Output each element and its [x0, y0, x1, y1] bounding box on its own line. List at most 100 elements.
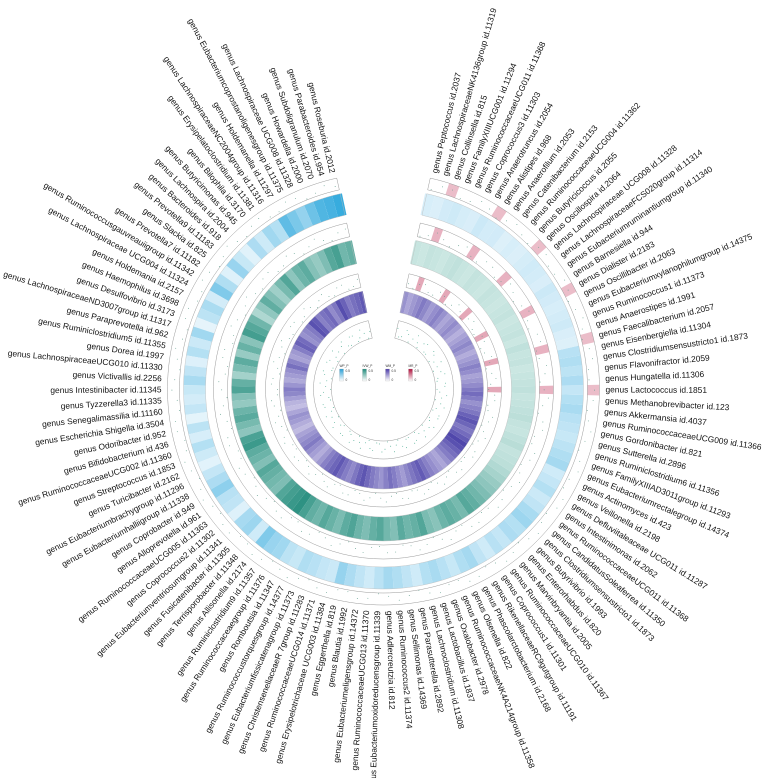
scatter-point: [375, 492, 377, 494]
cell-purple_track-13: [304, 323, 325, 341]
scatter-point: [201, 291, 203, 293]
cell-purple_track-63: [398, 464, 409, 488]
scatter-point: [472, 456, 474, 458]
scatter-point: [309, 307, 311, 308]
scatter-point: [425, 436, 426, 438]
legend-title: WP_P: [340, 364, 349, 368]
scatter-point: [575, 309, 577, 310]
scatter-point: [581, 339, 583, 341]
cell-red_track-77: [522, 493, 546, 515]
scatter-point: [340, 346, 342, 347]
cell-teal_track-81: [497, 442, 522, 459]
cell-red_track-71: [483, 531, 504, 555]
cell-teal_track-98: [500, 327, 526, 344]
hotspot-cell-2-105: [458, 307, 473, 321]
hotspot-cell-1-110: [466, 244, 481, 261]
cell-red_track-52: [315, 556, 332, 581]
cell-purple_track-101: [449, 335, 471, 351]
scatter-point: [174, 420, 176, 422]
scatter-point: [284, 442, 286, 444]
scatter-point: [190, 470, 192, 472]
scatter-point: [416, 489, 418, 491]
cell-purple_track-2: [348, 293, 360, 316]
scatter-point: [377, 593, 379, 595]
scatter-point: [387, 441, 388, 443]
cell-red_track-68: [460, 545, 479, 570]
cell-purple_track-14: [301, 327, 323, 344]
cell-purple_track-112: [417, 299, 433, 321]
cell-teal_track-90: [511, 386, 536, 394]
scatter-point: [440, 371, 442, 373]
hotspot-cell-0-90: [587, 384, 600, 396]
cell-purple_track-1: [353, 292, 364, 315]
cell-red_track-103: [523, 265, 547, 287]
scatter-point: [423, 351, 425, 353]
scatter-point: [368, 337, 370, 339]
cell-red_track-0: [332, 193, 347, 217]
scatter-point: [534, 453, 536, 454]
cell-red_track-1: [322, 195, 338, 220]
cell-purple_track-93: [460, 372, 483, 380]
scatter-point: [323, 185, 325, 187]
cell-red_track-36: [201, 462, 226, 481]
scatter-point: [528, 328, 530, 330]
scatter-point: [428, 489, 430, 491]
scatter-point: [519, 482, 521, 483]
scatter-point: [406, 329, 408, 331]
cell-red_track-104: [517, 257, 541, 280]
cell-purple_track-67: [413, 459, 427, 482]
cell-purple_track-24: [284, 372, 307, 380]
cell-teal_track-89: [511, 392, 536, 402]
scatter-point: [358, 435, 360, 437]
scatter-point: [467, 318, 469, 320]
scatter-point: [426, 544, 428, 545]
cell-teal_track-45: [286, 487, 307, 511]
legend-max: 0.5: [415, 369, 420, 373]
scatter-point: [351, 344, 352, 346]
cell-purple_track-12: [308, 319, 328, 338]
scatter-point: [255, 485, 257, 487]
scatter-point: [258, 218, 260, 219]
scatter-point: [337, 361, 339, 363]
scatter-point: [359, 492, 361, 494]
scatter-point: [459, 198, 461, 200]
scatter-point: [281, 346, 283, 348]
cell-purple_track-115: [407, 293, 419, 316]
cell-teal_track-105: [475, 283, 499, 306]
cell-teal_track-16: [251, 307, 276, 326]
scatter-point: [588, 379, 590, 381]
scatter-point: [494, 562, 496, 564]
scatter-point: [460, 461, 462, 462]
cell-red_track-65: [435, 556, 452, 581]
cell-teal_track-18: [244, 320, 270, 338]
cell-purple_track-52: [349, 462, 361, 485]
scatter-point: [390, 445, 392, 447]
cell-purple_track-31: [285, 402, 308, 412]
cell-teal_track-12: [268, 283, 292, 306]
scatter-point: [533, 435, 535, 437]
cell-purple_track-5: [334, 299, 350, 321]
cell-purple_track-85: [458, 406, 481, 417]
cell-purple_track-70: [424, 453, 440, 475]
scatter-point: [280, 517, 282, 519]
hotspot-cell-1-105: [496, 271, 512, 287]
cell-red_track-40: [221, 493, 245, 515]
scatter-point: [329, 359, 331, 361]
cell-teal_track-75: [474, 473, 498, 496]
hotspot-cell-1-115: [430, 227, 444, 243]
cell-purple_track-77: [444, 434, 465, 452]
cell-red_track-54: [334, 561, 349, 586]
scatter-point: [408, 283, 410, 285]
cell-teal_track-82: [499, 436, 525, 453]
track-teal_track: [231, 240, 536, 541]
scatter-point: [325, 416, 327, 418]
scatter-point: [494, 400, 496, 402]
cell-red_track-2: [313, 198, 330, 223]
scatter-point: [542, 429, 544, 431]
scatter-point: [495, 377, 497, 379]
cell-purple_track-103: [444, 327, 466, 344]
scatter-point: [538, 246, 540, 248]
scatter-point: [443, 239, 445, 241]
scatter-point: [542, 405, 544, 407]
hotspot-cell-2-95: [483, 357, 499, 367]
